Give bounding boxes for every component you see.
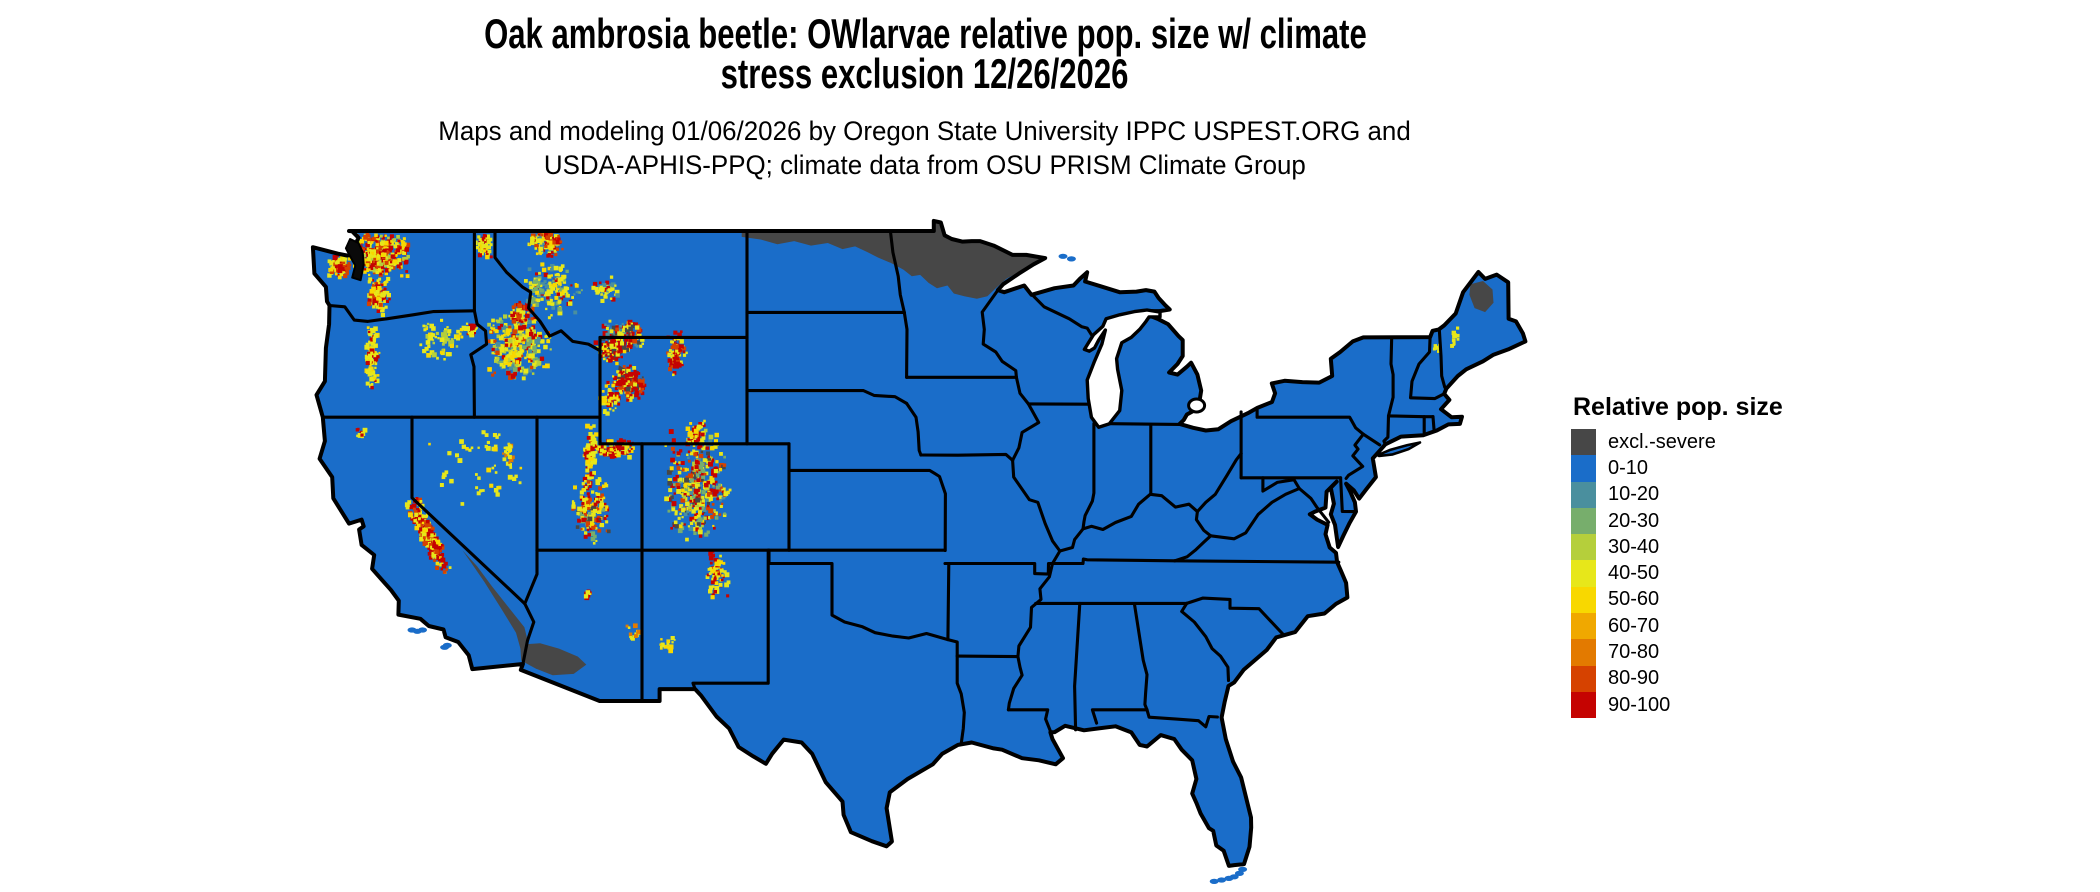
legend-swatch — [1571, 613, 1596, 640]
puget-sound — [344, 238, 365, 282]
legend-entry-label: 40-50 — [1608, 562, 1660, 585]
map-legend: Relative pop. size excl.-severe 0-10 10-20… — [1571, 393, 1783, 719]
legend-entry-label: 20-30 — [1608, 509, 1660, 532]
figure-title-line2: stress exclusion 12/26/2026 — [721, 50, 1129, 97]
figure-title-line1: Oak ambrosia beetle: OWlarvae relative p… — [483, 10, 1367, 57]
legend-entry-label: 70-80 — [1608, 641, 1660, 664]
long-island — [1376, 441, 1422, 458]
legend-swatch — [1571, 481, 1596, 508]
legend-entry: 20-30 — [1571, 507, 1783, 535]
legend-swatch — [1571, 560, 1596, 587]
figure-title: Oak ambrosia beetle: OWlarvae relative p… — [0, 10, 1850, 97]
figure-subtitle: Maps and modeling 01/06/2026 by Oregon S… — [0, 114, 1850, 182]
legend-entry: 50-60 — [1571, 586, 1783, 614]
legend-entry: 80-90 — [1571, 665, 1783, 692]
legend-swatch — [1571, 639, 1596, 666]
state-borders — [321, 229, 1447, 746]
legend-entry-label: 0-10 — [1608, 456, 1649, 479]
legend-entry: 60-70 — [1571, 613, 1783, 640]
legend-swatch — [1571, 691, 1596, 719]
legend-swatch — [1571, 534, 1596, 561]
national-border — [310, 218, 1528, 868]
legend-entry-label: excl.-severe — [1608, 430, 1716, 453]
legend-entry: 30-40 — [1571, 534, 1783, 561]
legend-entry-label: 50-60 — [1608, 588, 1660, 611]
lake-michigan — [1082, 308, 1162, 429]
legend-entry-label: 30-40 — [1608, 535, 1660, 558]
legend-swatch — [1571, 665, 1596, 692]
legend-entries: excl.-severe 0-10 10-20 20-30 30-40 40-50 50-6… — [1571, 429, 1783, 719]
legend-entry: excl.-severe — [1571, 429, 1783, 456]
figure-subtitle-line1: Maps and modeling 01/06/2026 by Oregon S… — [438, 116, 1412, 146]
legend-swatch — [1571, 455, 1596, 482]
legend-entry-label: 80-90 — [1608, 667, 1660, 690]
legend-entry: 40-50 — [1571, 560, 1783, 587]
legend-swatch — [1571, 586, 1596, 614]
lake-st-clair — [1187, 397, 1207, 414]
excluded-region-southwest-arizona — [520, 643, 587, 676]
excluded-region-northern-maine — [1469, 281, 1494, 313]
legend-entry: 70-80 — [1571, 639, 1783, 666]
legend-entry: 90-100 — [1571, 691, 1783, 719]
legend-entry-label: 10-20 — [1608, 483, 1660, 506]
small-islands — [407, 253, 1248, 885]
legend-title: Relative pop. size — [1573, 393, 1783, 421]
conus-landmass — [312, 220, 1526, 866]
legend-swatch — [1571, 429, 1596, 456]
legend-entry: 10-20 — [1571, 481, 1783, 508]
legend-entry-label: 60-70 — [1608, 614, 1660, 637]
legend-swatch — [1571, 507, 1596, 535]
figure-subtitle-line2: USDA-APHIS-PPQ; climate data from OSU PR… — [544, 150, 1306, 180]
legend-entry: 0-10 — [1571, 455, 1783, 482]
legend-entry-label: 90-100 — [1608, 693, 1671, 716]
